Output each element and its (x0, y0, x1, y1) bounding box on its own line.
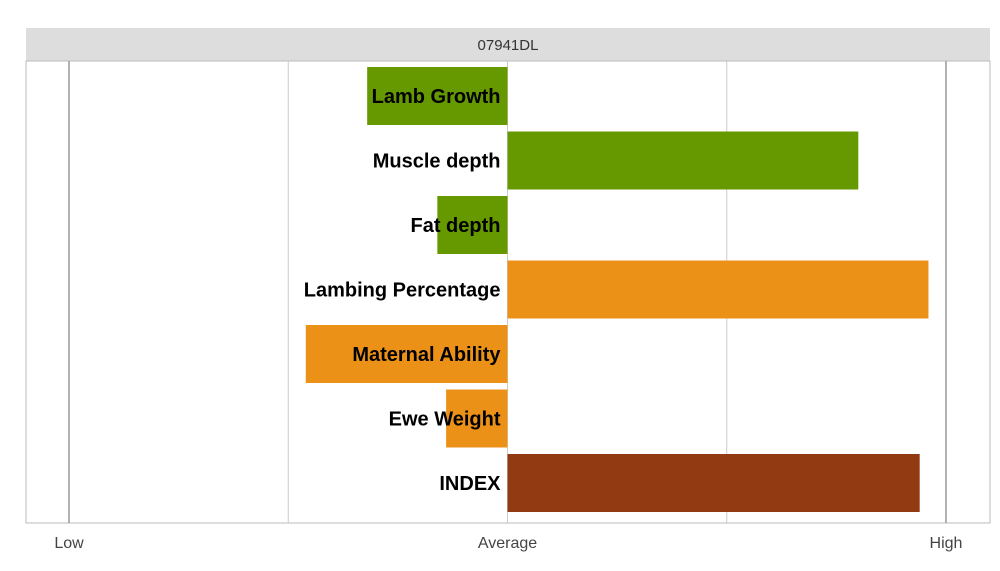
bar-maternal-ability (305, 325, 508, 383)
x-axis-ticks: Low Average High (54, 535, 962, 552)
bar-fat-depth (437, 196, 508, 254)
bar-muscle-depth (507, 131, 859, 190)
bar-lamb-growth (367, 67, 508, 125)
chart-title: 07941DL (478, 37, 539, 54)
bar-label: Ewe Weight (389, 409, 501, 431)
x-tick-label: High (930, 535, 963, 552)
x-tick-label: Low (54, 535, 84, 552)
bar-label: Maternal Ability (352, 344, 501, 366)
bar-label: Lamb Growth (372, 86, 501, 108)
title-background (26, 28, 990, 61)
bar-label: Lambing Percentage (304, 280, 501, 302)
bar-label: INDEX (439, 473, 501, 495)
bar-lambing-percentage (507, 260, 929, 319)
bar-index (507, 454, 920, 512)
bars (305, 67, 929, 512)
bar-labels: Lamb Growth Muscle depth Fat depth Lambing … (304, 86, 502, 495)
bar-label: Fat depth (411, 215, 501, 237)
bar-label: Muscle depth (373, 151, 501, 173)
bar-ewe-weight (446, 389, 508, 448)
x-tick-label: Average (478, 535, 537, 552)
title-bar: 07941DL (26, 28, 990, 61)
